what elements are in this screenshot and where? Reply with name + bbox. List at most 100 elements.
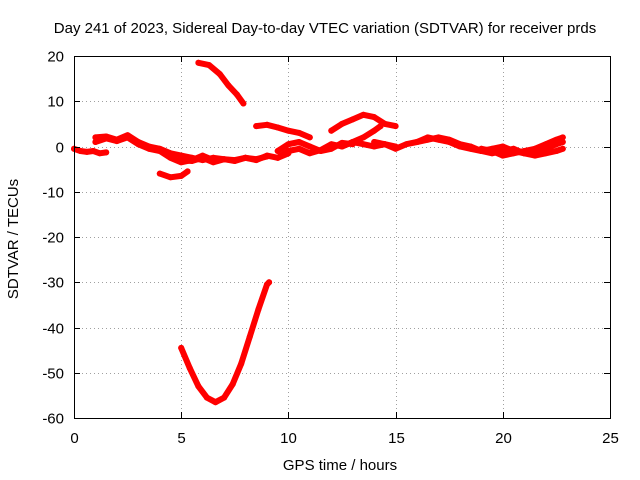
data-point — [274, 154, 281, 161]
data-point — [246, 333, 253, 340]
data-point — [221, 156, 228, 163]
data-point — [188, 158, 195, 164]
data-point — [274, 148, 281, 154]
data-point — [553, 136, 560, 143]
data-point — [328, 145, 335, 152]
data-point — [233, 91, 240, 98]
data-point — [253, 157, 260, 164]
data-point — [274, 124, 281, 131]
y-tick-label: 20 — [47, 49, 64, 66]
data-point — [467, 145, 474, 152]
data-point — [339, 120, 345, 127]
data-point — [371, 139, 378, 145]
data-point — [103, 135, 110, 142]
data-point — [403, 141, 410, 148]
x-tick-label: 10 — [280, 430, 297, 447]
data-point — [103, 149, 110, 156]
data-point — [306, 143, 313, 150]
data-point — [229, 381, 236, 388]
data-point — [542, 150, 549, 157]
y-tick-label: -10 — [42, 185, 64, 202]
data-point — [424, 134, 431, 141]
data-point — [113, 138, 120, 145]
data-point — [392, 145, 399, 152]
data-point — [156, 170, 163, 177]
data-point — [240, 100, 247, 107]
data-point — [253, 123, 260, 130]
data-point — [255, 306, 262, 313]
data-point — [296, 129, 303, 136]
data-point — [199, 154, 206, 161]
data-point — [553, 148, 560, 154]
x-tick-label: 20 — [495, 430, 512, 447]
data-point — [296, 139, 303, 145]
data-point — [317, 148, 324, 154]
data-point — [77, 148, 84, 154]
chart-title: Day 241 of 2023, Sidereal Day-to-day VTE… — [54, 20, 596, 37]
data-point — [285, 148, 292, 154]
y-tick-label: -40 — [42, 321, 64, 338]
data-point — [195, 59, 202, 66]
data-point — [212, 399, 219, 406]
data-point — [156, 148, 163, 154]
data-point — [392, 123, 399, 130]
data-point — [521, 148, 528, 154]
data-point — [499, 143, 506, 150]
data-point — [135, 141, 142, 148]
data-point — [178, 157, 185, 164]
data-point — [178, 344, 185, 351]
data-point — [146, 145, 152, 152]
data-point — [371, 114, 378, 121]
x-tick-label: 0 — [70, 430, 78, 447]
data-point — [446, 139, 453, 145]
data-point — [349, 139, 356, 145]
data-point — [83, 148, 90, 155]
data-point — [381, 141, 388, 148]
x-tick-label: 15 — [388, 430, 405, 447]
data-point — [360, 141, 367, 148]
data-point — [499, 152, 506, 159]
y-tick-label: -60 — [42, 411, 64, 428]
axis-ticks: 0 5 10 15 20 25 20 10 0 -10 -20 -30 -40 -50 -60 — [42, 49, 619, 448]
y-axis-label: SDTVAR / TECUs — [5, 179, 22, 299]
data-point — [264, 121, 270, 128]
y-tick-label: -30 — [42, 275, 64, 292]
data-point — [377, 123, 384, 130]
data-point — [349, 116, 356, 123]
data-point — [195, 383, 202, 390]
data-point — [96, 150, 103, 157]
data-point — [559, 134, 566, 141]
data-point — [360, 134, 367, 141]
data-point — [478, 145, 485, 152]
x-axis-label: GPS time / hours — [283, 457, 397, 474]
data-point — [210, 159, 217, 166]
y-tick-label: -20 — [42, 230, 64, 247]
data-point — [167, 154, 174, 161]
data-point — [510, 150, 517, 157]
data-point — [306, 150, 313, 157]
data-point — [435, 136, 442, 143]
data-point — [456, 143, 463, 150]
data-point — [285, 141, 292, 148]
series-group — [71, 59, 566, 406]
data-point — [339, 143, 345, 150]
data-point — [371, 127, 378, 134]
data-point — [238, 360, 245, 367]
data-point — [216, 71, 223, 78]
data-point — [231, 158, 238, 164]
data-point — [328, 127, 335, 134]
data-point — [225, 82, 232, 89]
data-point — [559, 145, 566, 152]
data-point — [285, 127, 292, 134]
series-line-pass-08 — [253, 121, 313, 141]
y-tick-label: -50 — [42, 366, 64, 383]
data-point — [264, 152, 270, 159]
data-point — [206, 62, 213, 69]
data-point — [203, 394, 210, 401]
x-tick-label: 5 — [177, 430, 185, 447]
data-point — [186, 365, 193, 372]
data-point — [414, 139, 420, 145]
data-point — [167, 174, 174, 181]
data-point — [532, 152, 538, 159]
